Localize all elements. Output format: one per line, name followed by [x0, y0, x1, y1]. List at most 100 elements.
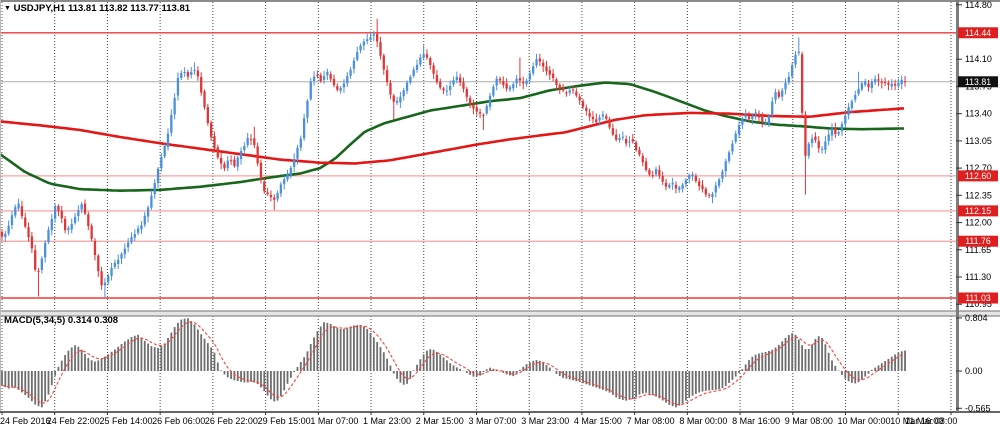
candle-up	[741, 118, 744, 125]
ma-line-green	[0, 81, 904, 192]
macd-tick-label: -0.565	[965, 403, 991, 413]
candle-down	[93, 240, 97, 256]
panel-separator	[0, 311, 1000, 316]
candle-down	[468, 98, 472, 105]
candle-down	[644, 161, 648, 170]
candle-up	[146, 207, 150, 217]
candle-down	[273, 197, 276, 200]
candle-up	[525, 80, 528, 84]
candle-up	[183, 72, 186, 74]
candle-down	[249, 139, 253, 141]
candle-up	[535, 59, 538, 66]
time-tick-label: 29 Feb 15:00	[258, 416, 311, 426]
candle-up	[528, 73, 532, 80]
candle-down	[548, 70, 551, 75]
candle-down	[382, 55, 385, 70]
chart-title: ▼ USDJPY,H1 113.81 113.82 113.77 113.81	[4, 3, 190, 14]
time-tick-label: 26 Feb 22:00	[205, 416, 258, 426]
candle-down	[253, 138, 256, 146]
candle-down	[777, 91, 781, 97]
candle-down	[100, 271, 103, 286]
candle-down	[661, 176, 664, 182]
candle-up	[123, 248, 126, 255]
candle-up	[103, 282, 107, 286]
candle-down	[459, 77, 462, 83]
candle-down	[561, 87, 565, 91]
candle-down	[376, 33, 379, 42]
candle-down	[651, 175, 654, 177]
candle-up	[50, 218, 53, 231]
candle-up	[857, 88, 860, 94]
candle-up	[684, 179, 688, 185]
macd-label: MACD(5,34,5) 0.314 0.308	[4, 315, 118, 326]
candle-up	[807, 143, 810, 156]
candle-up	[293, 159, 296, 167]
candle-up	[724, 161, 727, 172]
candle-up	[671, 182, 674, 185]
candle-up	[176, 77, 180, 96]
candle-down	[887, 82, 890, 85]
candle-down	[216, 147, 219, 158]
candle-up	[850, 101, 854, 108]
candle-down	[588, 112, 591, 117]
candle-down	[581, 101, 585, 107]
candle-up	[485, 105, 488, 114]
candle-up	[136, 228, 140, 233]
candle-down	[631, 139, 634, 142]
level-price-badge	[958, 292, 998, 304]
time-tick-label: 8 Mar 00:00	[679, 416, 727, 426]
level-price-badge	[958, 170, 998, 182]
candle-up	[160, 157, 163, 169]
candle-up	[156, 168, 160, 184]
time-tick-label: 7 Mar 08:00	[627, 416, 675, 426]
candle-down	[747, 116, 751, 120]
candle-down	[213, 136, 216, 149]
candle-up	[734, 133, 737, 142]
candle-down	[800, 54, 804, 113]
candle-down	[611, 128, 615, 135]
candle-up	[764, 123, 767, 125]
candle-up	[339, 87, 342, 91]
candle-down	[442, 88, 445, 91]
candle-down	[63, 218, 67, 231]
level-price-badge-text: 112.60	[965, 171, 991, 181]
candle-up	[717, 179, 721, 186]
candle-down	[233, 159, 236, 166]
candle-up	[40, 258, 43, 271]
candle-up	[774, 92, 777, 100]
candle-up	[415, 64, 419, 70]
candle-up	[283, 179, 286, 185]
time-tick-label: 3 Mar 07:00	[468, 416, 516, 426]
candle-up	[449, 85, 452, 91]
time-tick-label: 9 Mar 08:00	[785, 416, 833, 426]
current-price-badge	[958, 76, 998, 88]
candle-up	[77, 210, 80, 217]
candle-down	[585, 107, 588, 112]
candle-down	[269, 194, 273, 198]
candle-up	[47, 229, 50, 243]
candle-down	[761, 116, 764, 123]
candle-down	[708, 194, 711, 196]
candle-up	[860, 83, 864, 90]
time-tick-label: 24 Feb 22:00	[47, 416, 100, 426]
candle-up	[352, 60, 356, 69]
candle-down	[498, 78, 502, 81]
candle-up	[422, 54, 425, 58]
candle-down	[880, 81, 883, 83]
macd-signal-line	[1, 321, 906, 406]
candle-up	[120, 253, 123, 259]
candle-down	[97, 255, 100, 272]
candle-up	[349, 69, 352, 76]
candle-down	[60, 210, 63, 219]
candle-up	[153, 182, 156, 195]
candle-up	[837, 132, 840, 135]
symbol-dropdown-icon[interactable]: ▼	[4, 5, 11, 12]
candle-up	[512, 84, 515, 89]
candle-down	[558, 84, 561, 89]
candle-up	[830, 128, 834, 136]
candle-down	[674, 184, 678, 189]
candle-down	[30, 236, 34, 249]
level-price-badge	[958, 27, 998, 39]
